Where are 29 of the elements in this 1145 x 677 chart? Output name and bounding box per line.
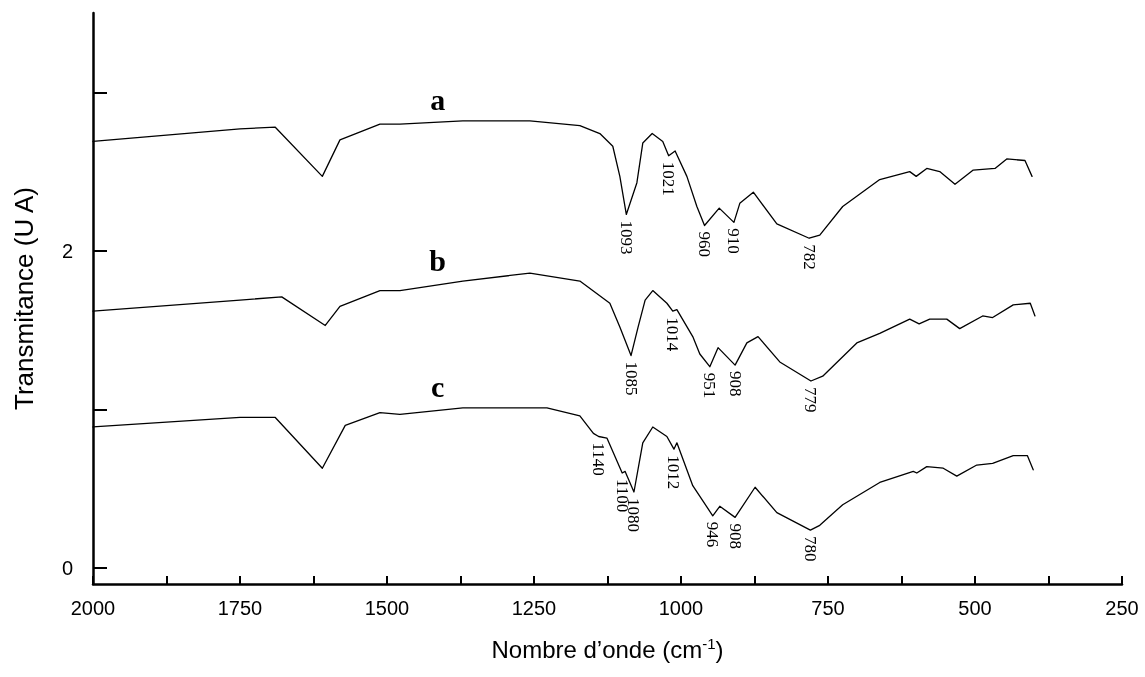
series-label: b xyxy=(429,243,447,277)
x-tick-label: 1000 xyxy=(658,597,704,619)
annotation: 779 xyxy=(801,386,821,413)
annotation: 910 xyxy=(724,228,744,254)
x-tick-label: 750 xyxy=(811,597,845,619)
x-tick-label: 2000 xyxy=(70,597,116,619)
x-tick-label: 1750 xyxy=(217,597,263,619)
series-label: c xyxy=(431,370,445,404)
series-label: a xyxy=(430,83,446,117)
annotation: 960 xyxy=(695,231,715,258)
annotation: 1085 xyxy=(621,361,641,396)
x-tick-label: 250 xyxy=(1105,597,1139,619)
annotation: 951 xyxy=(700,372,720,399)
y-tick-label: 2 xyxy=(61,239,73,262)
x-tick-label: 1500 xyxy=(364,597,410,619)
annotation: 908 xyxy=(725,523,745,549)
y-tick-label: 0 xyxy=(61,557,73,580)
x-tick-label: 500 xyxy=(958,597,992,619)
annotation: 1021 xyxy=(659,161,679,196)
annotation: 1012 xyxy=(664,455,684,490)
annotation: 780 xyxy=(800,536,820,562)
annotation: 1140 xyxy=(589,442,609,476)
annotation: 1014 xyxy=(663,317,683,352)
y-axis-title: Transmitance (U A) xyxy=(9,187,39,410)
x-tick-label: 1250 xyxy=(511,597,557,619)
annotation: 782 xyxy=(799,244,819,270)
annotation: 946 xyxy=(703,521,723,548)
annotation: 1093 xyxy=(616,220,636,255)
annotation: 908 xyxy=(725,371,745,397)
